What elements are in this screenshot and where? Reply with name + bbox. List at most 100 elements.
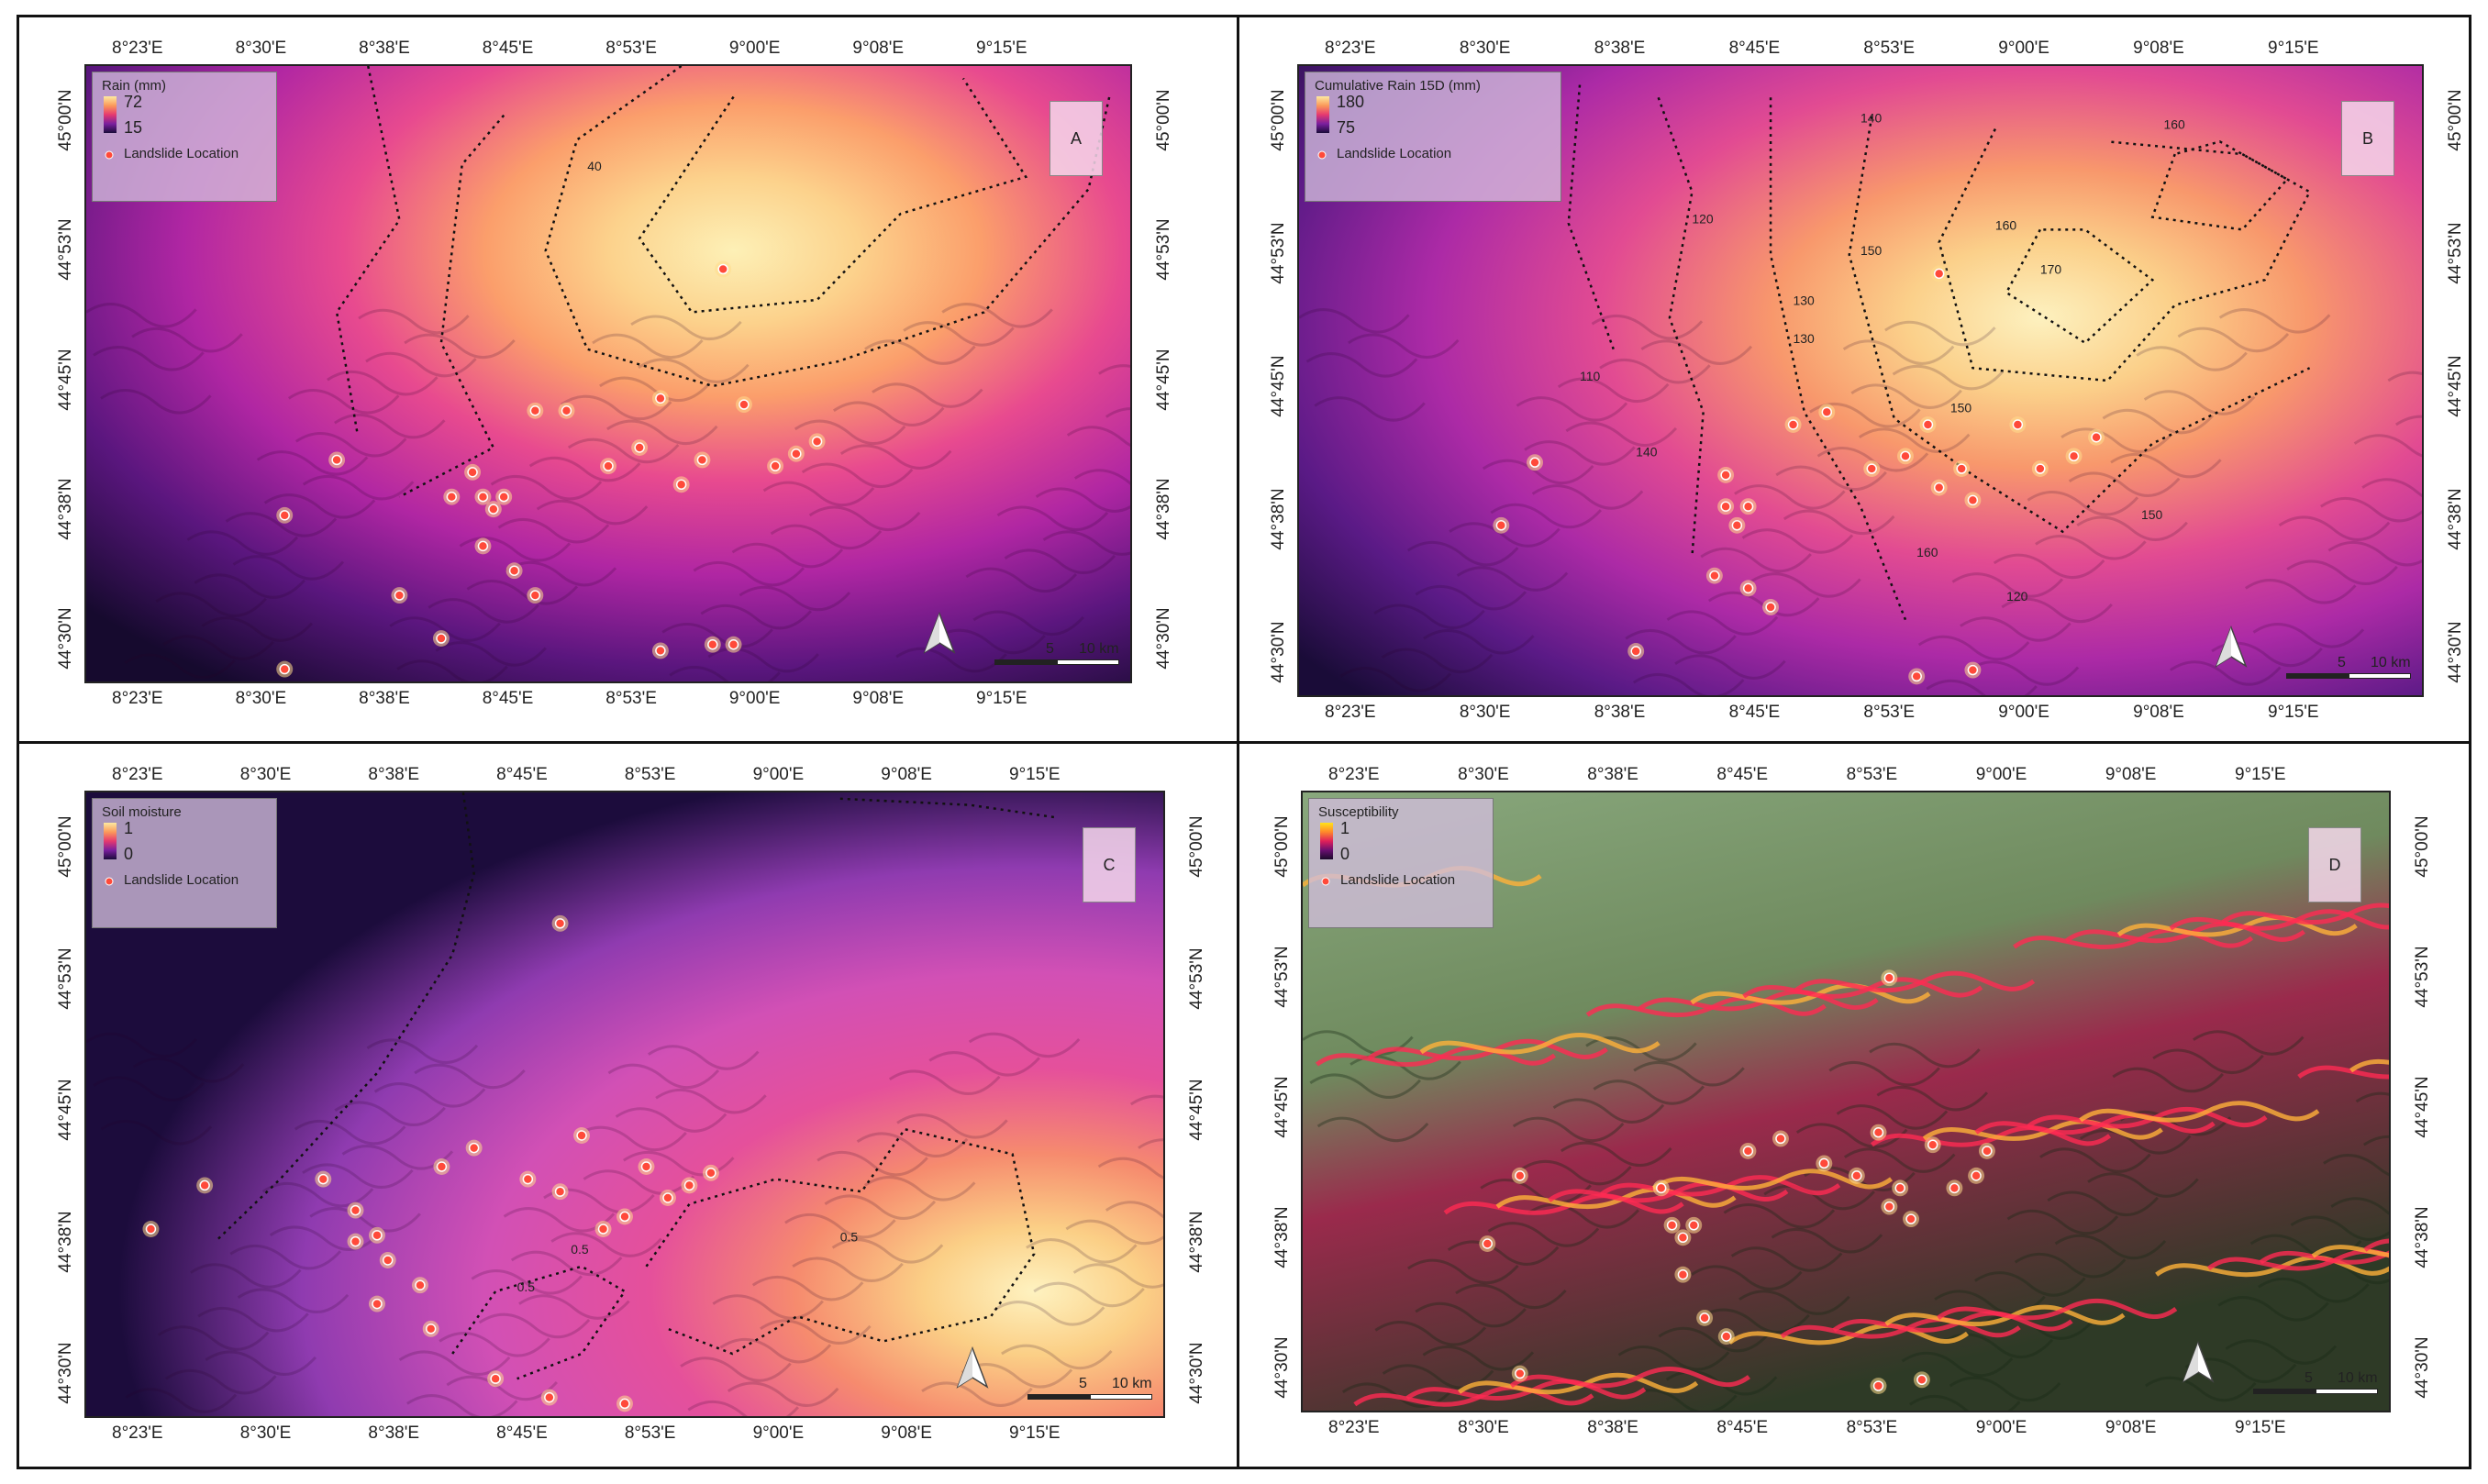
terrain-ridge (1783, 509, 1895, 536)
lon-label-bottom: 9°15'E (976, 689, 1027, 708)
susceptibility-channel (1794, 970, 2036, 993)
terrain-ridge (1407, 1258, 1519, 1285)
susceptibility-channel (1651, 1168, 1894, 1191)
terrain-ridge (2087, 1172, 2199, 1198)
terrain-ridge (2035, 535, 2147, 560)
terrain-ridge (550, 1232, 662, 1257)
north-arrow-icon (2215, 626, 2248, 668)
contour-line (2150, 139, 2290, 231)
terrain-ridge (2144, 1376, 2257, 1402)
terrain-ridge (2152, 1048, 2264, 1074)
terrain-ridge (1775, 465, 1887, 492)
landslide-marker-icon (1699, 1312, 1710, 1323)
lat-label-left: 45°00'N (56, 89, 75, 151)
landslide-marker-icon (1515, 1368, 1526, 1379)
lat-label-right: 44°38'N (1187, 1210, 1206, 1273)
terrain-ridge (1734, 484, 1846, 510)
lat-label-right: 44°53'N (2413, 946, 2432, 1008)
landslide-marker-icon (1709, 570, 1720, 581)
terrain-ridge (518, 1294, 630, 1320)
lon-label-top: 8°38'E (359, 39, 410, 58)
lat-label-right: 44°30'N (1187, 1342, 1206, 1404)
landslide-marker-icon (696, 454, 708, 466)
landslide-marker-icon (554, 1186, 566, 1197)
landslide-marker-icon (1894, 1182, 1905, 1194)
map-legend: Soil moisture 1 0 Landslide Location (92, 798, 277, 928)
terrain-ridge (1842, 339, 1955, 365)
landslide-marker-icon (619, 1211, 630, 1223)
terrain-ridge (2001, 597, 2113, 624)
terrain-ridge (2361, 478, 2422, 498)
terrain-ridge (373, 1082, 486, 1108)
lon-label-bottom: 8°53'E (605, 689, 657, 708)
terrain-ridge (366, 1038, 479, 1064)
terrain-ridge (599, 376, 711, 403)
landslide-marker-icon (1851, 1170, 1862, 1181)
landslide-marker-icon (1872, 1380, 1884, 1391)
terrain-ridge (1105, 407, 1130, 418)
terrain-ridge (1557, 377, 1670, 404)
legend-landslide-label: Landslide Location (124, 872, 239, 888)
terrain-ridge (1749, 572, 1861, 598)
lon-label-bottom: 8°38'E (1594, 703, 1646, 722)
landslide-marker-icon (488, 504, 499, 515)
terrain-ridge (921, 1381, 1033, 1407)
lon-label-bottom: 9°15'E (1009, 1423, 1061, 1443)
landslide-marker-icon (1866, 463, 1877, 474)
scale-bar: 5 10 km (2253, 1370, 2378, 1400)
lat-label-right: 44°30'N (1154, 607, 1173, 670)
terrain-ridge (1406, 540, 1519, 567)
landslide-marker-icon (2012, 419, 2024, 430)
terrain-ridge (471, 1269, 583, 1295)
terrain-ridge (100, 1119, 213, 1146)
lat-label-left: 44°30'N (1269, 621, 1288, 683)
terrain-ridge (896, 1113, 1008, 1139)
terrain-ridge (2387, 371, 2422, 382)
lon-label-top: 9°00'E (1975, 765, 2027, 784)
contour-line (451, 1265, 627, 1380)
terrain-ridge (1700, 547, 1812, 573)
landslide-marker-icon (477, 491, 489, 503)
north-arrow-icon (2182, 1341, 2215, 1383)
terrain-ridge (751, 1275, 864, 1301)
terrain-ridge (190, 1263, 302, 1289)
terrain-ridge (1490, 503, 1603, 529)
legend-max-value: 72 (124, 93, 143, 111)
lon-label-top: 8°38'E (1594, 39, 1646, 58)
lon-label-top: 8°38'E (368, 765, 420, 784)
terrain-ridge (1516, 396, 1628, 422)
terrain-ridge (1632, 672, 1745, 695)
lon-label-top: 9°08'E (881, 765, 932, 784)
landslide-marker-icon (2068, 450, 2080, 462)
contour-label: 0.5 (840, 1230, 859, 1245)
terrain-ridge (2252, 623, 2365, 648)
contour-label: 40 (587, 159, 602, 173)
terrain-ridge (229, 1244, 342, 1270)
terrain-ridge (1617, 1346, 1730, 1371)
landslide-marker-icon (2035, 463, 2046, 474)
terrain-ridge (2014, 1252, 2127, 1279)
terrain-ridge (607, 1063, 720, 1090)
lon-label-bottom: 9°00'E (1975, 1418, 2027, 1437)
terrain-ridge (1926, 679, 2038, 695)
lon-label-top: 8°45'E (496, 765, 548, 784)
lon-label-top: 9°15'E (976, 39, 1027, 58)
terrain-ridge (497, 517, 610, 544)
contour-label: 170 (2040, 261, 2062, 276)
terrain-ridge (972, 610, 1084, 637)
lon-label-top: 8°45'E (482, 39, 534, 58)
landslide-marker-icon (1742, 501, 1754, 512)
terrain-ridge (1741, 528, 1854, 554)
lon-label-top: 8°53'E (624, 765, 676, 784)
landslide-marker-icon (554, 918, 566, 929)
terrain-ridge (739, 585, 851, 612)
terrain-ridge (1065, 1219, 1163, 1246)
landslide-marker-icon (1495, 520, 1507, 531)
landslide-marker-icon (1666, 1220, 1678, 1231)
terrain-ridge (863, 1176, 976, 1202)
lon-label-bottom: 9°08'E (2133, 703, 2184, 722)
lon-label-bottom: 8°23'E (1325, 703, 1376, 722)
landslide-marker-icon (467, 467, 478, 478)
landslide-marker-icon (105, 877, 114, 886)
lat-label-right: 44°45'N (2413, 1076, 2432, 1138)
